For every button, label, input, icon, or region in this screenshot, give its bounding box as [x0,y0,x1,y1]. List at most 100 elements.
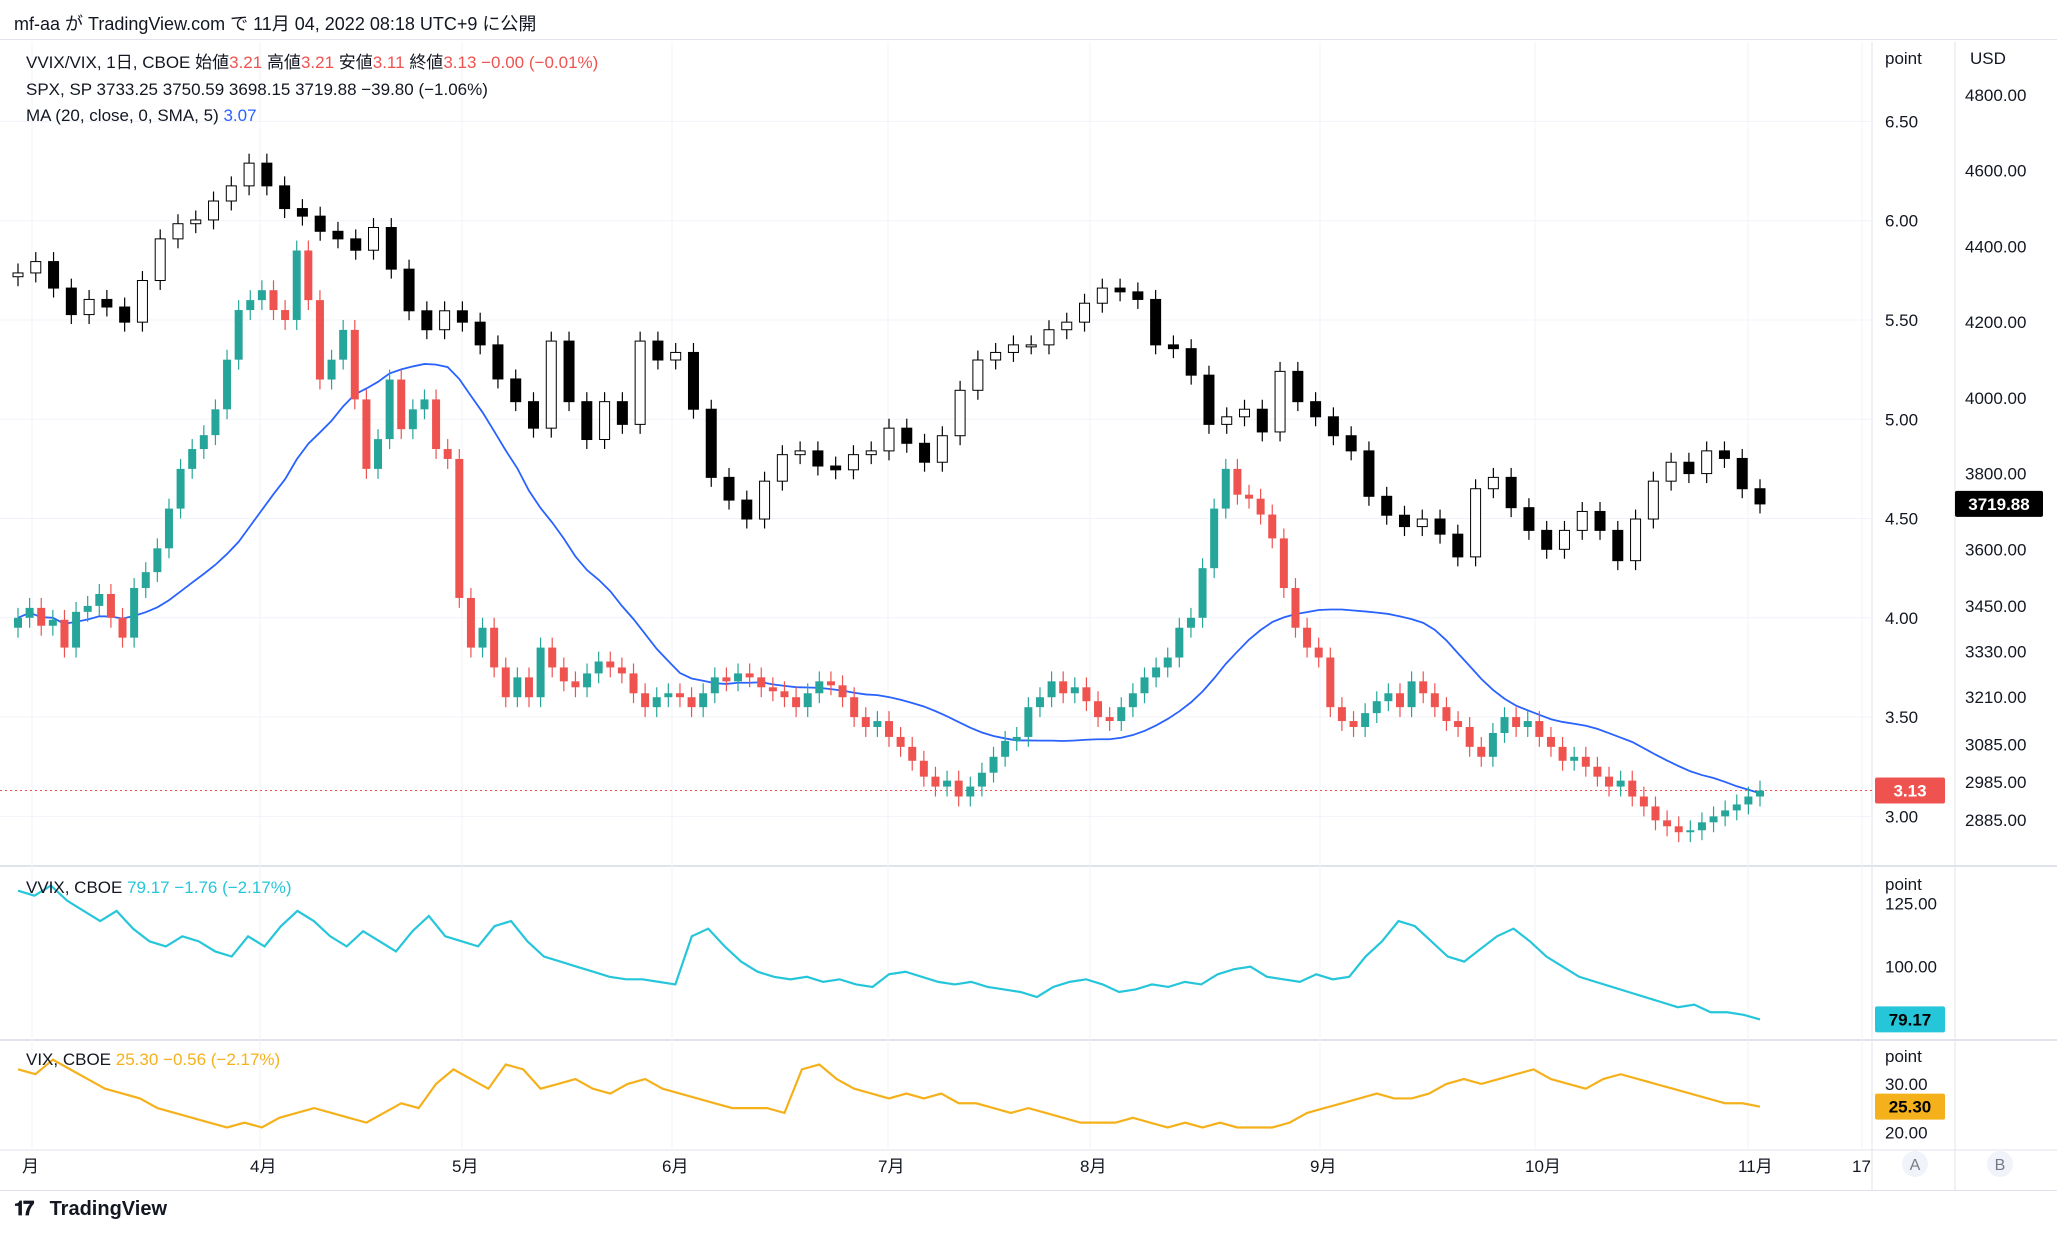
ratio-candle [1070,687,1079,694]
usd-tick: 2885.00 [1965,811,2026,830]
usd-tick: 3450.00 [1965,597,2026,616]
tradingview-logo[interactable]: 𝟏𝟕 TradingView [14,1198,167,1221]
month-label: 10月 [1525,1157,1561,1176]
ratio-candle [606,661,615,668]
ratio-candle [803,693,812,708]
ratio-candle [1535,721,1544,737]
usd-axis-header: USD [1970,49,2006,68]
ratio-candle [1047,681,1056,698]
spx-candle [1434,518,1446,535]
ratio-candle [14,617,22,628]
spx-candle [705,408,717,478]
ratio-candle [72,611,81,648]
ratio-candle [1663,820,1672,827]
vix-tick: 20.00 [1885,1123,1928,1142]
spx-candle [1683,461,1695,475]
ratio-candle [478,627,487,648]
spx-candle [492,344,504,380]
ratio-candle [548,647,557,668]
ratio-candle [908,746,917,761]
vix-tick: 30.00 [1885,1075,1928,1094]
usd-tick: 2985.00 [1965,773,2026,792]
vix-legend: VIX, CBOE 25.30 −0.56 (−2.17%) [26,1050,280,1069]
ratio-candle [1233,468,1242,495]
ratio-candle [374,439,383,469]
spx-candle [794,450,806,456]
spx-candle [1274,370,1286,433]
month-label: 17 [1852,1157,1871,1176]
vix-line [17,1058,1761,1129]
month-label: 5月 [452,1157,478,1176]
vvix-line [17,884,1761,1021]
ratio-candle [1605,776,1614,787]
scale-button-label: B [1995,1157,2006,1174]
spx-candle [723,476,735,501]
ratio-candle [25,607,34,618]
ratio-candle [1221,468,1230,509]
spx-candle [812,450,824,467]
spx-candle [670,351,682,361]
vvix-path [17,884,1761,1021]
spx-candle [1470,488,1482,558]
ratio-candle [176,468,185,509]
month-label: 11月 [1738,1157,1773,1176]
ratio-candle [1430,693,1439,708]
usd-tick: 3210.00 [1965,688,2026,707]
chart-canvas[interactable]: 月 4月 5月 6月 7月 8月 9月 10月 11月 17 point USD 6.50 6.00 5.5… [0,0,2057,1190]
ratio-candle [664,693,673,698]
ratio-candle [966,786,975,797]
ratio-candle [524,677,533,698]
ratio-candle [490,627,499,668]
ratio-candle [943,780,952,787]
usd-tick: 4600.00 [1965,162,2026,181]
spx-candle [136,280,148,323]
spx-candle [687,351,699,410]
ratio-candle [571,681,580,688]
ratio-candle [339,329,348,360]
ratio-candle [815,681,824,694]
ratio-price-label: 3.13 [1893,782,1926,801]
ratio-candle [95,593,104,606]
spx-candle [1505,476,1517,509]
ratio-candle [211,409,220,436]
ratio-candle [1721,810,1730,817]
ratio-candle [1616,780,1625,787]
ma-legend: MA (20, close, 0, SMA, 5) 3.07 [26,106,257,125]
ratio-candle [1024,707,1033,737]
spx-candle [1185,348,1197,376]
spx-candle [1594,510,1606,531]
spx-candle [1025,344,1037,348]
spx-candle [510,378,522,403]
ratio-candle [1744,796,1753,805]
spx-candle [1576,510,1588,531]
ratio-candle [1140,677,1149,694]
price-axes[interactable]: 月 4月 5月 6月 7月 8月 9月 10月 11月 17 point USD 6.50 6.00 5.5… [22,49,2043,1177]
ratio-candle [1349,721,1358,728]
spx-candle [279,185,291,210]
usd-tick: 3085.00 [1965,735,2026,754]
ratio-candle [1756,790,1764,797]
ratio-candle [722,677,731,682]
spx-candle [1327,416,1339,437]
spx-candle [954,389,966,437]
spx-candle [1043,329,1055,346]
ratio-candle [1709,816,1718,823]
spx-candle [65,287,77,316]
spx-candle [1487,476,1499,490]
ratio-candle [60,619,69,648]
month-label: 9月 [1310,1157,1336,1176]
spx-candle [243,162,255,187]
spx-candle [1754,488,1766,505]
ratio-candle [1686,830,1695,833]
spx-candle [652,340,664,361]
ratio-candle [1291,588,1300,628]
vix-price-label-bg [1875,1093,1945,1120]
spx-candle [830,465,842,471]
ratio-candle [199,435,208,450]
ratio-candle [1488,732,1497,757]
spx-candle [1718,450,1730,459]
spx-price-label-bg [1955,490,2043,517]
ratio-candle [1419,681,1428,694]
spx-candle [1239,408,1251,418]
vvix-tick: 100.00 [1885,958,1937,977]
